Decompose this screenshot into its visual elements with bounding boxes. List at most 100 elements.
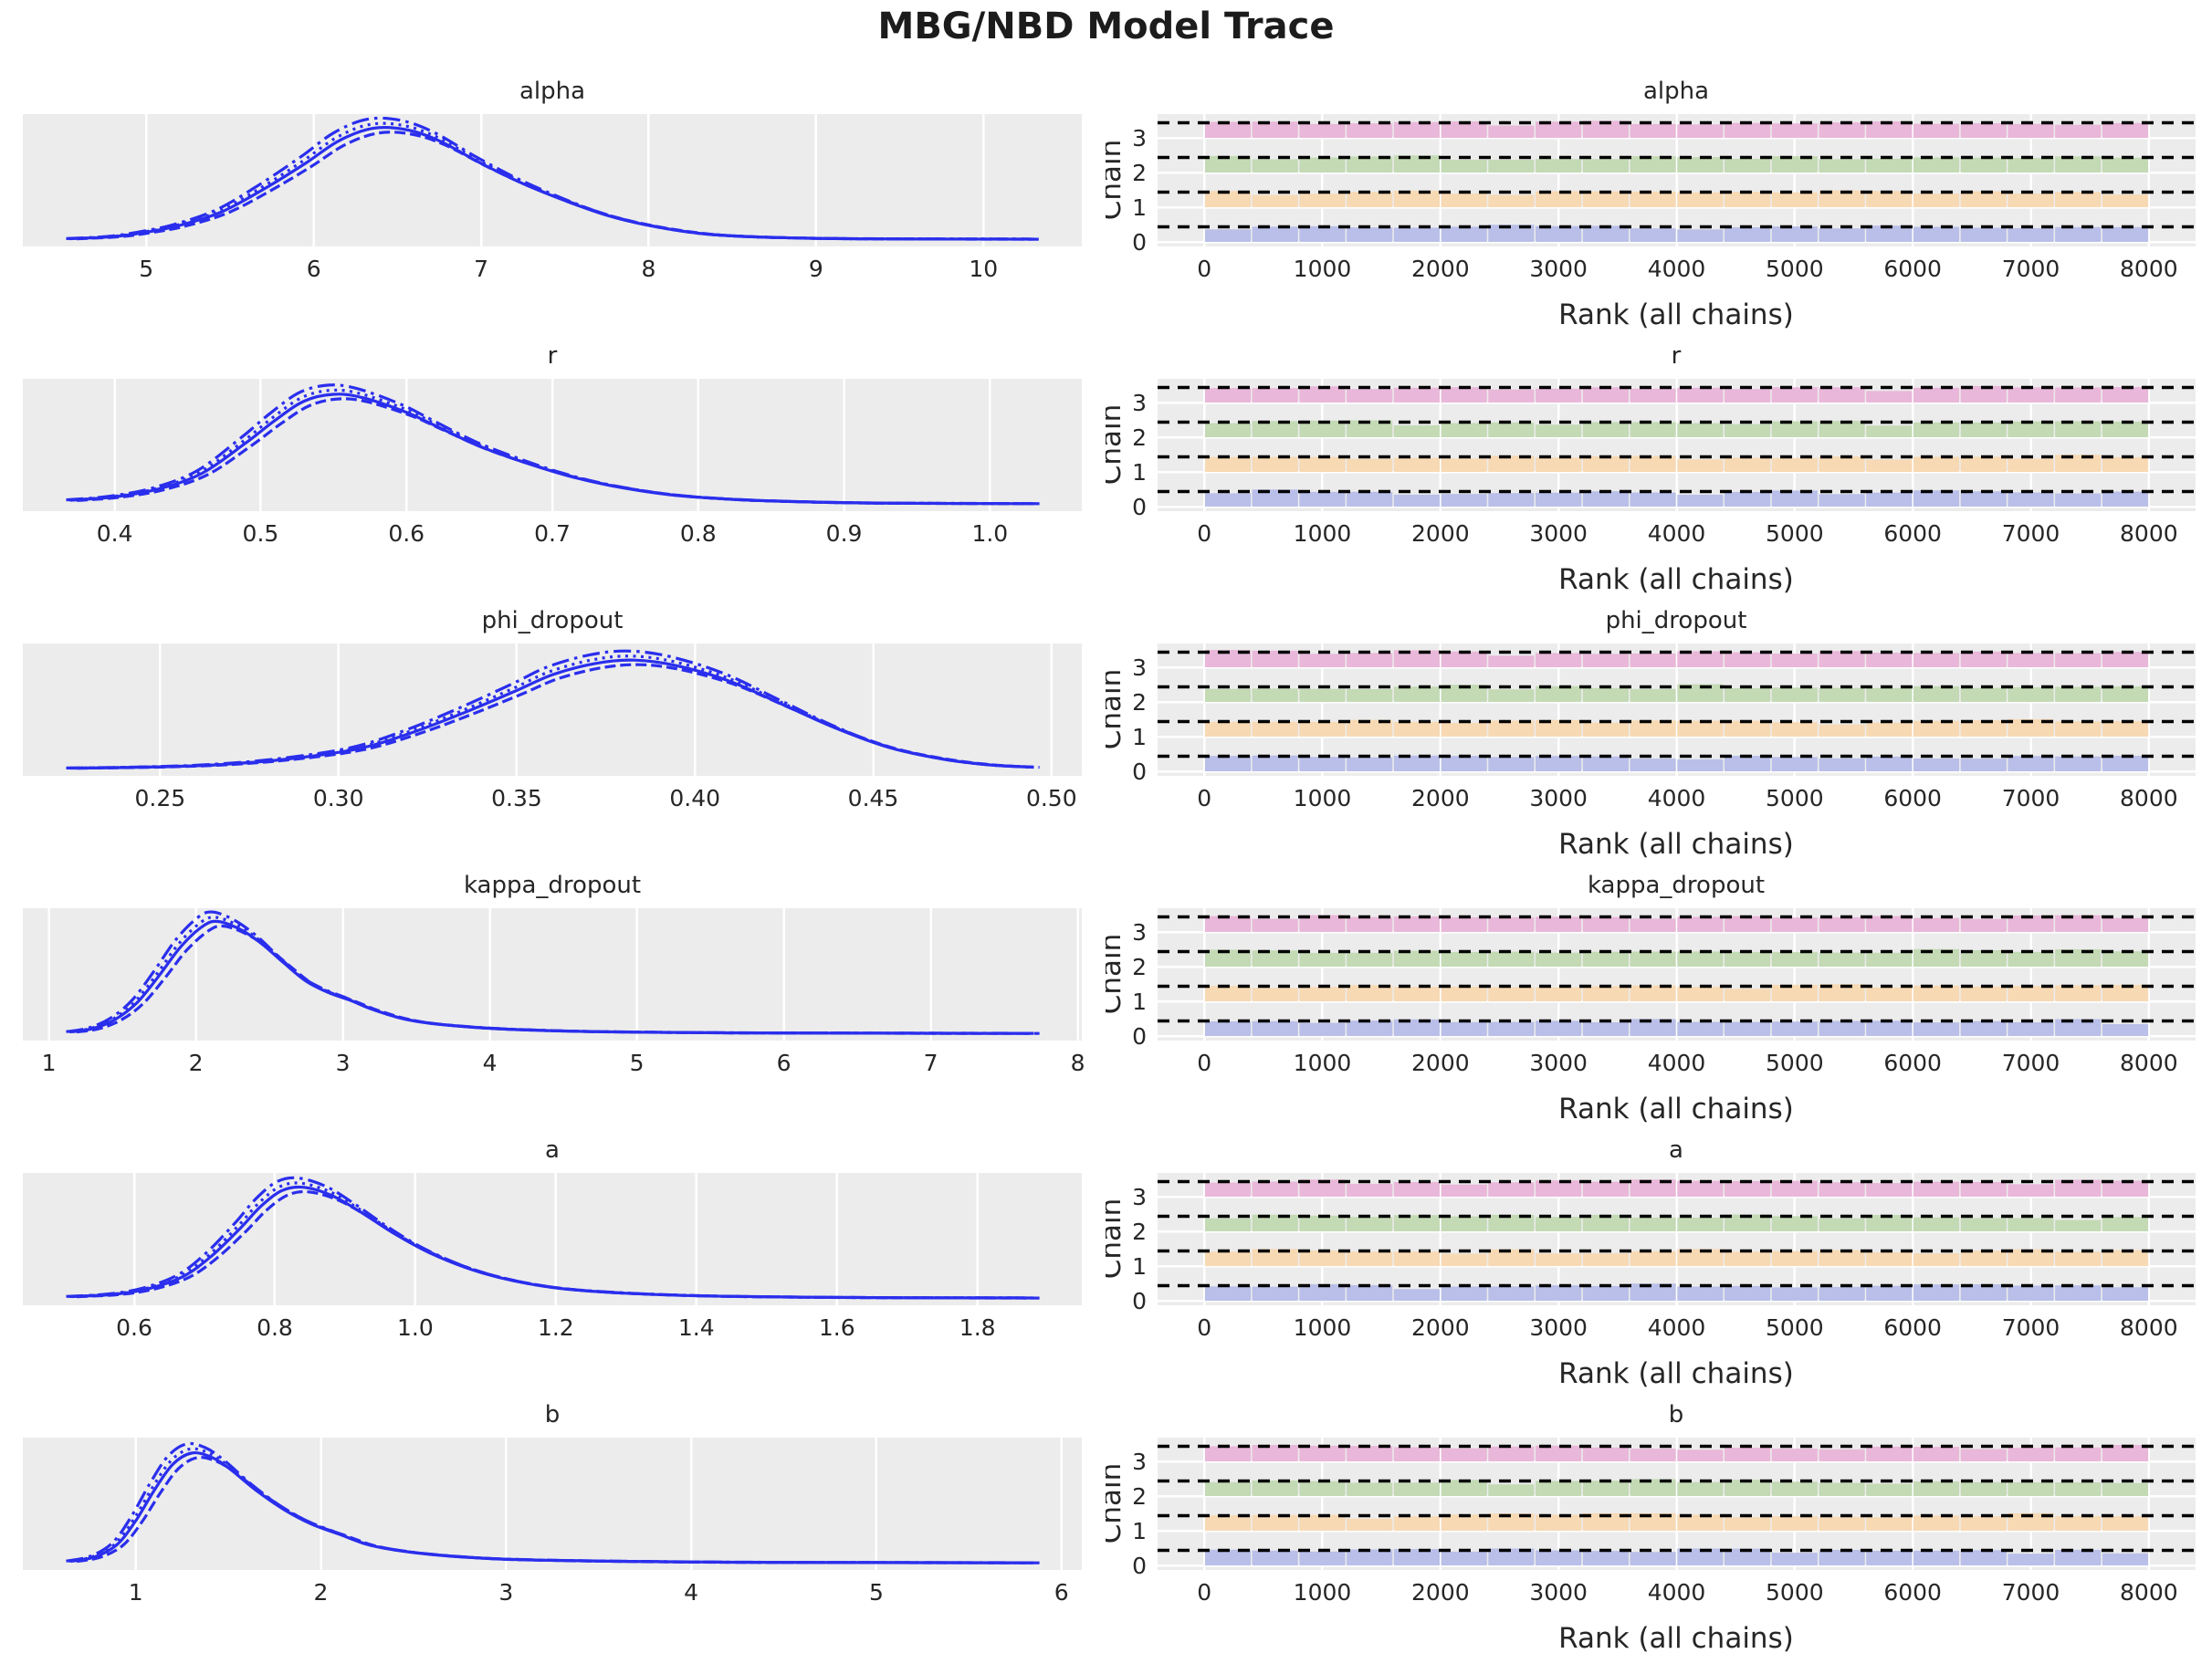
rank-bars-chain-1 — [1204, 718, 2149, 737]
rank-bar — [1630, 1479, 1676, 1496]
rank-bar — [1913, 123, 1960, 138]
x-tick-label: 6 — [777, 1050, 791, 1076]
rank-bar — [1441, 685, 1487, 702]
x-tick-label: 1.0 — [971, 520, 1008, 547]
y-tick-label: 3 — [1132, 1449, 1147, 1475]
rank-bars-chain-3 — [1204, 385, 2149, 403]
rank-bar — [1204, 650, 1252, 667]
rank-panel-title: r — [1672, 342, 1682, 370]
rank-bar — [1536, 685, 1582, 702]
rank-bar — [1393, 227, 1440, 242]
rank-bar — [1347, 420, 1393, 437]
trace-row-alpha: alpha 5 6 7 8 9 10 alpha Chain Rank (all chai… — [0, 71, 2212, 336]
x-tick-label: 1 — [42, 1050, 57, 1076]
rank-bar — [1866, 158, 1913, 173]
rank-bar — [2102, 721, 2149, 737]
kde-panel-alpha: alpha 5 6 7 8 9 10 — [23, 78, 1082, 282]
rank-bar — [1488, 225, 1535, 242]
rank-bar — [2008, 1184, 2054, 1197]
rank-bar — [1771, 1216, 1818, 1231]
rank-bars-chain-0 — [1204, 755, 2149, 771]
rank-bar — [1630, 1019, 1676, 1036]
x-tick-label: 0.9 — [826, 520, 863, 547]
x-tick-label: 1.8 — [959, 1314, 996, 1341]
rank-bar — [2008, 756, 2054, 771]
kde-curve-chain-3 — [66, 1441, 1030, 1565]
rank-bar — [1393, 987, 1440, 1001]
x-tick-label: 5000 — [1766, 1050, 1824, 1076]
rank-bar — [1582, 422, 1629, 437]
rank-bar — [1441, 723, 1487, 737]
rank-bar — [2102, 1024, 2149, 1036]
rank-bar — [1677, 124, 1724, 138]
rank-bar — [1913, 194, 1960, 207]
x-tick-label: 0 — [1197, 1050, 1211, 1076]
rank-bar — [1252, 388, 1298, 403]
x-tick-label: 0 — [1197, 1314, 1211, 1341]
rank-bar — [1725, 1448, 1771, 1461]
rank-bar — [1819, 494, 1865, 507]
rank-bar — [1725, 1480, 1771, 1496]
rank-bar — [1536, 756, 1582, 771]
kde-panel-title: alpha — [519, 78, 585, 105]
rank-bar — [1582, 120, 1629, 138]
rank-bar — [2102, 1250, 2149, 1266]
trace-row-b: b 1 2 3 4 5 6 b Chain Rank (all chains) 0 1000… — [0, 1395, 2212, 1659]
rank-bar — [2008, 387, 2054, 403]
rank-bar — [1488, 1446, 1535, 1461]
rank-bar — [1960, 1181, 2007, 1197]
rank-bar — [1441, 1184, 1487, 1197]
x-axis-label: Rank (all chains) — [1558, 1093, 1794, 1125]
x-tick-label: 8000 — [2120, 256, 2178, 282]
rank-bar — [2055, 1019, 2102, 1036]
rank-bar — [1866, 1252, 1913, 1266]
rank-bar — [1441, 952, 1487, 967]
rank-bar — [2102, 984, 2149, 1001]
x-tick-label: 3 — [336, 1050, 351, 1076]
rank-bar — [2102, 756, 2149, 771]
x-tick-label: 3000 — [1529, 1579, 1588, 1606]
rank-bar — [1536, 653, 1582, 667]
rank-bar — [2102, 686, 2149, 702]
x-tick-label: 1000 — [1294, 1050, 1352, 1076]
rank-panel-title: a — [1669, 1136, 1683, 1164]
rank-bar — [1204, 688, 1252, 702]
rank-bar — [1866, 1215, 1913, 1231]
rank-bar — [1536, 1180, 1582, 1197]
rank-panel-r: r Chain Rank (all chains) 0 1000 2000 3000 4… — [1106, 342, 2196, 596]
rank-bar — [1866, 653, 1913, 667]
rank-bar — [1536, 1217, 1582, 1231]
rank-bar — [1204, 756, 1252, 771]
rank-bar — [1299, 757, 1346, 771]
rank-bar — [1725, 1214, 1771, 1231]
rank-bar — [1536, 1020, 1582, 1036]
rank-bar — [1347, 952, 1393, 967]
rank-bar — [1960, 986, 2007, 1001]
rank-bar — [1582, 654, 1629, 667]
rank-bar — [1252, 1514, 1298, 1531]
rank-bar — [2008, 1249, 2054, 1266]
rank-bar — [1347, 1549, 1393, 1565]
rank-bar — [1204, 229, 1252, 242]
rank-bar — [2102, 1445, 2149, 1461]
x-tick-label: 2 — [314, 1579, 329, 1606]
rank-bar — [1913, 917, 1960, 932]
rank-bar — [1677, 157, 1724, 173]
x-tick-label: 1 — [129, 1579, 143, 1606]
rank-bar — [1536, 388, 1582, 403]
rank-bar — [1913, 1217, 1960, 1231]
rank-bar — [1536, 424, 1582, 437]
rank-bar — [1819, 190, 1865, 207]
rank-bar — [1441, 1448, 1487, 1461]
rank-bars-chain-2 — [1204, 420, 2149, 437]
rank-bar — [1866, 1551, 1913, 1565]
rank-bar — [1299, 1445, 1346, 1461]
x-tick-label: 7 — [474, 256, 488, 282]
rank-bar — [2102, 157, 2149, 173]
rank-bar — [1677, 229, 1724, 242]
kde-panel-title: r — [548, 342, 558, 370]
rank-bar — [1866, 1446, 1913, 1461]
rank-bar — [1725, 989, 1771, 1001]
rank-bar — [1582, 387, 1629, 403]
